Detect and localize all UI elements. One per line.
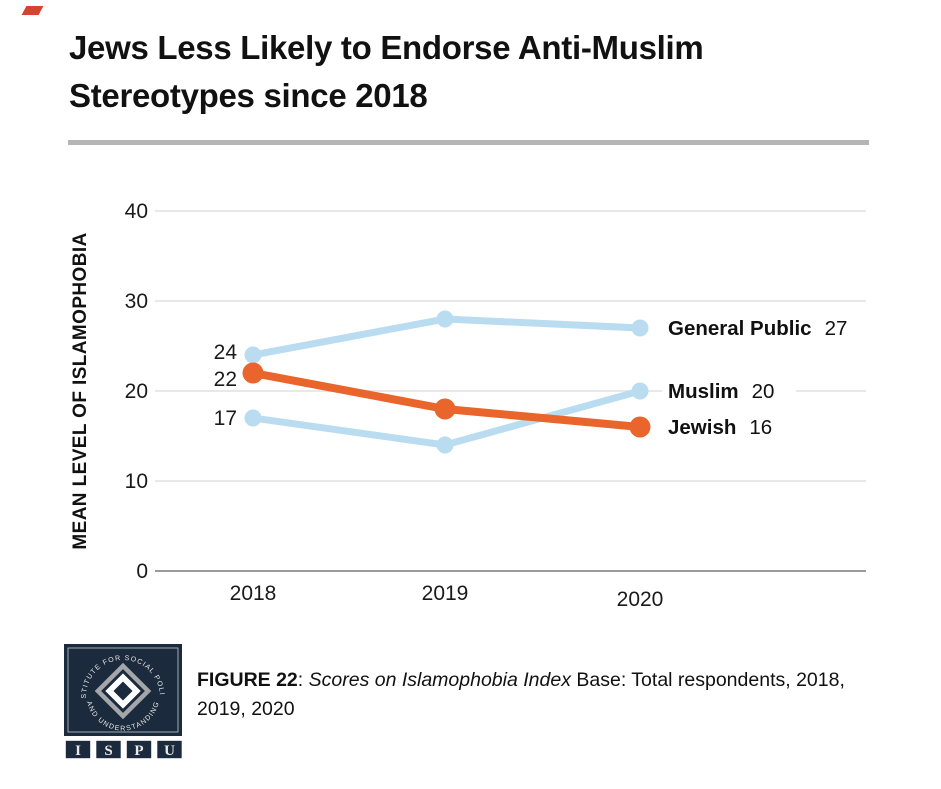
- logo-letter-box-I: [64, 739, 92, 760]
- first-value-label-general-public: 24: [214, 341, 238, 364]
- end-label-bg-general-public: [662, 314, 892, 342]
- logo-letter-I: I: [75, 743, 81, 759]
- ispu-logo: INSTITUTE FOR SOCIAL POLICYAND UNDERSTAN…: [64, 644, 182, 760]
- y-tick-label-20: 20: [125, 380, 148, 403]
- x-tick-label-2019: 2019: [422, 582, 469, 605]
- series-dot-muslim-2018: [244, 409, 262, 427]
- logo-letter-U: U: [164, 743, 175, 759]
- caption-part-1: :: [297, 669, 309, 691]
- y-tick-label-30: 30: [125, 290, 148, 313]
- series-dot-muslim-2019: [436, 436, 454, 454]
- figure-caption: FIGURE 22: Scores on Islamophobia Index …: [197, 666, 845, 724]
- x-tick-label-2020: 2020: [617, 588, 664, 611]
- y-axis-title: MEAN LEVEL OF ISLAMOPHOBIA: [70, 232, 91, 549]
- page-title-line-2: Stereotypes since 2018: [69, 77, 428, 114]
- series-dot-jewish-2018: [242, 362, 264, 384]
- y-tick-label-40: 40: [125, 200, 148, 223]
- first-value-label-jewish: 22: [214, 368, 237, 391]
- logo-letter-box-P: [125, 739, 153, 760]
- logo-inner-border: [67, 647, 179, 733]
- logo-diamond-3: [113, 681, 133, 701]
- end-label-general-public: General Public 27: [668, 317, 847, 340]
- caption-part-0: FIGURE 22: [197, 669, 298, 691]
- caption-part-2: Scores on Islamophobia Index: [308, 669, 571, 691]
- logo-letter-box-U: [155, 739, 182, 760]
- logo-letter-box-S: [94, 739, 123, 760]
- logo-letter-S: S: [104, 743, 112, 759]
- caption-part-3: Base: Total respondents, 2018, 2019, 202…: [197, 669, 845, 720]
- page-title: Jews Less Likely to Endorse Anti-Muslim …: [69, 24, 859, 120]
- page-title-line-1: Jews Less Likely to Endorse Anti-Muslim: [69, 29, 704, 66]
- logo-letter-P: P: [134, 743, 143, 759]
- series-dot-jewish-2020: [629, 416, 651, 438]
- line-chart: 0 10 20 30 40 MEAN LEVEL OF ISLAMOPHOBIA 2018 2…: [70, 200, 892, 611]
- y-tick-label-10: 10: [125, 470, 148, 493]
- end-label-bg-muslim: [662, 377, 796, 405]
- title-divider: [68, 140, 869, 145]
- first-value-label-muslim: 17: [214, 407, 237, 430]
- end-label-muslim: Muslim 20: [668, 380, 774, 403]
- series-dot-general-public-2019: [436, 310, 454, 328]
- x-tick-label-2018: 2018: [230, 582, 277, 605]
- series-dot-general-public-2020: [631, 319, 649, 337]
- end-label-bg-jewish: [662, 413, 796, 441]
- y-tick-label-0: 0: [136, 560, 148, 583]
- end-label-jewish: Jewish 16: [668, 416, 772, 439]
- series-dot-jewish-2019: [434, 398, 456, 420]
- series-dot-muslim-2020: [631, 382, 649, 400]
- series-dot-general-public-2018: [244, 346, 262, 364]
